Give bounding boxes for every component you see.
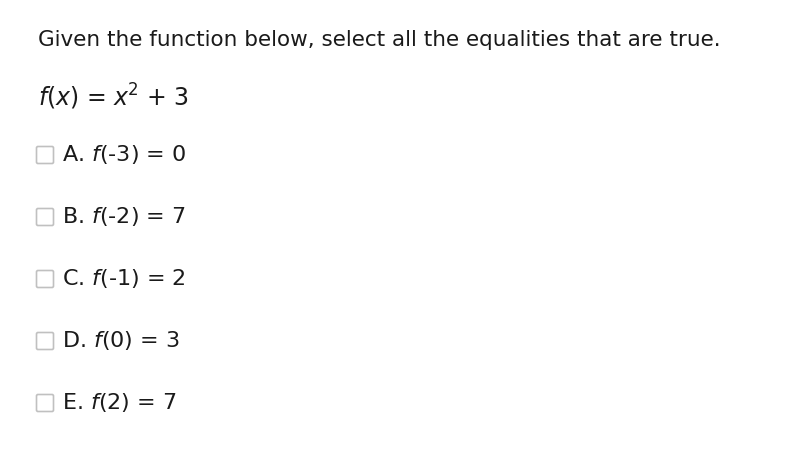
FancyBboxPatch shape bbox=[37, 208, 54, 226]
Text: E. $\it{f}$(2) = 7: E. $\it{f}$(2) = 7 bbox=[62, 391, 177, 413]
FancyBboxPatch shape bbox=[37, 146, 54, 164]
Text: B. $\it{f}$(-2) = 7: B. $\it{f}$(-2) = 7 bbox=[62, 205, 186, 227]
FancyBboxPatch shape bbox=[37, 395, 54, 411]
Text: A. $\it{f}$(-3) = 0: A. $\it{f}$(-3) = 0 bbox=[62, 143, 186, 165]
Text: C. $\it{f}$(-1) = 2: C. $\it{f}$(-1) = 2 bbox=[62, 267, 186, 289]
FancyBboxPatch shape bbox=[37, 333, 54, 350]
FancyBboxPatch shape bbox=[37, 270, 54, 288]
Text: Given the function below, select all the equalities that are true.: Given the function below, select all the… bbox=[38, 30, 721, 50]
Text: $\it{f}$($\it{x}$) = $\it{x}$$^2$ + 3: $\it{f}$($\it{x}$) = $\it{x}$$^2$ + 3 bbox=[38, 82, 189, 112]
Text: D. $\it{f}$(0) = 3: D. $\it{f}$(0) = 3 bbox=[62, 329, 180, 351]
